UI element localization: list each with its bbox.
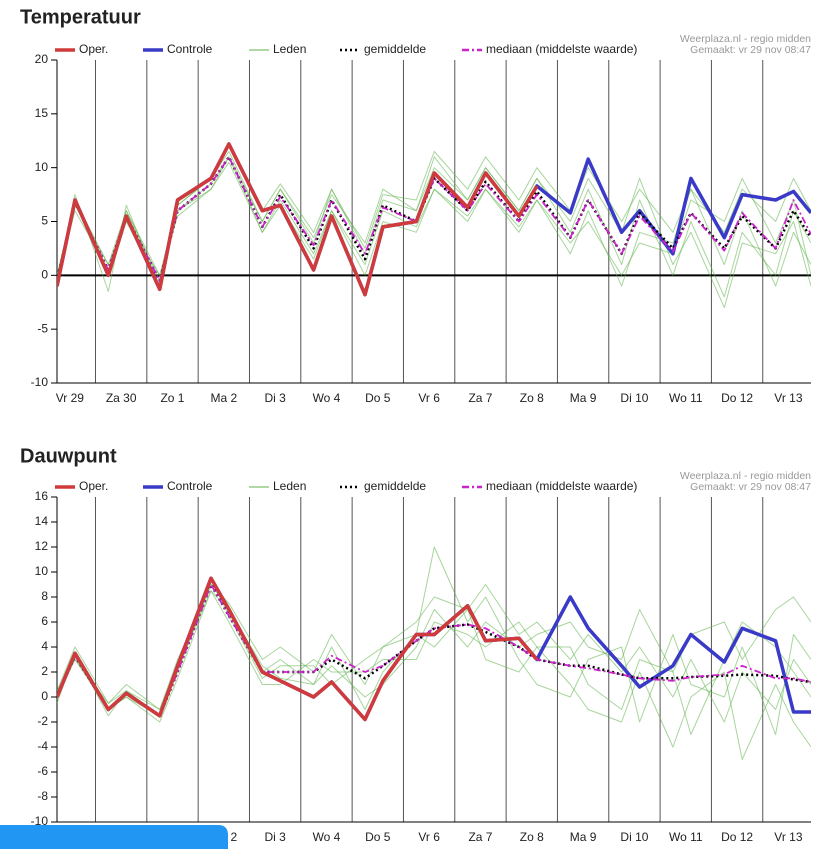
- x-tick-label: Ma 9: [570, 830, 597, 844]
- legend-label: Controle: [167, 42, 213, 56]
- member-line: [57, 590, 811, 735]
- overlay-bar: [0, 825, 228, 849]
- y-tick-label: 2: [41, 664, 48, 678]
- y-tick-label: 4: [41, 639, 48, 653]
- y-tick-label: 8: [41, 589, 48, 603]
- x-tick-label: Do 12: [721, 830, 753, 844]
- legend-label: Leden: [273, 479, 306, 493]
- legend-label: gemiddelde: [364, 479, 426, 493]
- plot-area: [57, 546, 811, 760]
- member-line: [57, 156, 811, 287]
- x-tick-label: Di 3: [264, 391, 286, 405]
- y-tick-label: -10: [31, 814, 49, 828]
- y-tick-label: 20: [35, 52, 49, 66]
- series-line: [57, 576, 811, 722]
- x-tick-label: Vr 13: [774, 391, 803, 405]
- x-tick-label: Wo 4: [313, 391, 341, 405]
- y-tick-label: 0: [41, 689, 48, 703]
- x-tick-label: Di 10: [620, 391, 648, 405]
- y-tick-label: 16: [35, 489, 49, 503]
- y-tick-label: -8: [37, 789, 48, 803]
- x-tick-label: Wo 4: [313, 830, 341, 844]
- x-tick-label: Zo 1: [160, 391, 184, 405]
- x-tick-label: Zo 8: [520, 391, 544, 405]
- legend-label: mediaan (middelste waarde): [486, 479, 637, 493]
- chart: Temperatuur Weerplaza.nl - regio middenGe…: [20, 6, 811, 405]
- series-line: [57, 576, 539, 722]
- legend-label: gemiddelde: [364, 42, 426, 56]
- y-tick-label: -4: [37, 739, 48, 753]
- series-line: [57, 142, 539, 297]
- x-tick-label: Di 3: [264, 830, 286, 844]
- member-line: [57, 546, 811, 735]
- plot-area: [57, 142, 811, 309]
- y-tick-label: 6: [41, 614, 48, 628]
- annotation: Gemaakt: vr 29 nov 08:47: [690, 44, 811, 56]
- x-tick-label: Wo 11: [669, 830, 703, 844]
- legend-label: Controle: [167, 479, 213, 493]
- x-tick-label: Za 7: [468, 391, 492, 405]
- legend-label: Oper.: [79, 479, 108, 493]
- x-tick-label: Vr 13: [774, 830, 803, 844]
- x-tick-label: Wo 11: [669, 391, 703, 405]
- member-line: [57, 584, 811, 723]
- chart: Dauwpunt Weerplaza.nl - regio middenGemaa…: [20, 445, 811, 844]
- annotation: Weerplaza.nl - regio midden: [680, 470, 811, 482]
- x-tick-label: Do 5: [365, 391, 391, 405]
- annotation: Weerplaza.nl - regio midden: [680, 33, 811, 45]
- y-tick-label: -2: [37, 714, 48, 728]
- x-tick-label: Vr 6: [418, 830, 440, 844]
- series-line: [57, 583, 811, 717]
- x-tick-label: Do 5: [365, 830, 391, 844]
- y-tick-label: -10: [31, 375, 49, 389]
- chart-title: Dauwpunt: [20, 445, 117, 467]
- y-tick-label: -5: [37, 321, 48, 335]
- y-tick-label: 10: [35, 564, 49, 578]
- chart-title: Temperatuur: [20, 6, 141, 28]
- x-tick-label: Do 12: [721, 391, 753, 405]
- y-tick-label: 10: [35, 160, 49, 174]
- member-line: [57, 145, 811, 287]
- legend-label: Leden: [273, 42, 306, 56]
- y-tick-label: 14: [35, 514, 49, 528]
- x-tick-label: Zo 8: [520, 830, 544, 844]
- y-tick-label: 0: [41, 268, 48, 282]
- series-line: [57, 142, 811, 297]
- x-tick-label: Za 7: [468, 830, 492, 844]
- x-tick-label: Za 30: [106, 391, 137, 405]
- x-tick-label: Di 10: [620, 830, 648, 844]
- y-tick-label: 5: [41, 214, 48, 228]
- series-line: [57, 155, 811, 282]
- legend-label: Oper.: [79, 42, 108, 56]
- x-tick-label: Vr 29: [56, 391, 85, 405]
- member-line: [57, 577, 811, 760]
- y-tick-label: 12: [35, 539, 49, 553]
- x-tick-label: Ma 9: [570, 391, 597, 405]
- x-tick-label: Ma 2: [210, 391, 237, 405]
- x-tick-label: Vr 6: [418, 391, 440, 405]
- y-tick-label: 15: [35, 106, 49, 120]
- annotation: Gemaakt: vr 29 nov 08:47: [690, 481, 811, 493]
- legend-label: mediaan (middelste waarde): [486, 42, 637, 56]
- y-tick-label: -6: [37, 764, 48, 778]
